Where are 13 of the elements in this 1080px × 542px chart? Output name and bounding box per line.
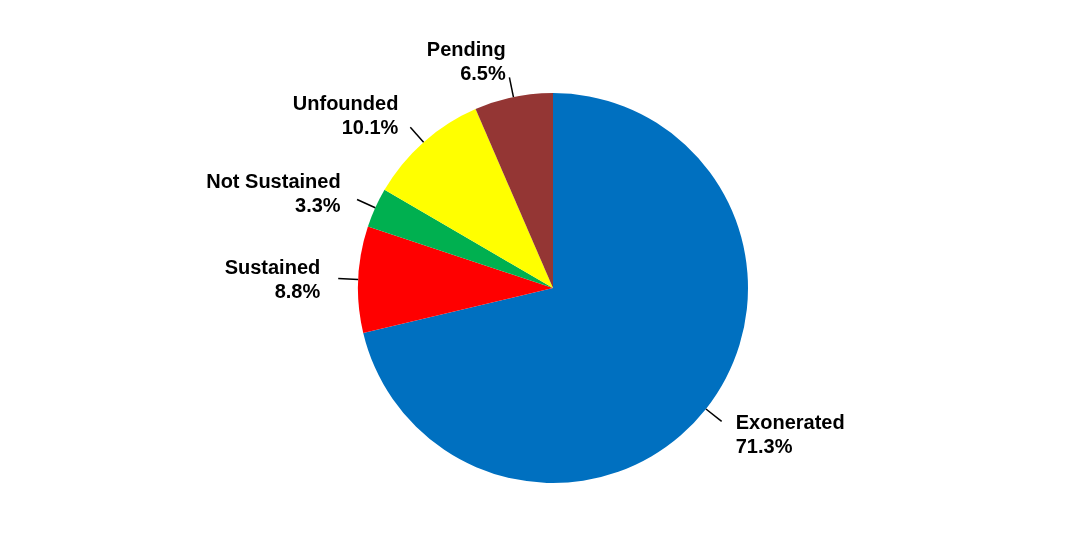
slice-label: Pending <box>426 37 506 60</box>
slice-label: Unfounded <box>292 91 399 114</box>
slice-label: Exonerated <box>735 410 845 433</box>
data-label: 10.1% <box>341 115 399 138</box>
slice-label: Sustained <box>224 255 321 278</box>
pie-slice <box>358 226 553 333</box>
slice-label: Not Sustained <box>206 170 341 193</box>
data-label: 71.3% <box>735 434 793 457</box>
pie-slice <box>475 93 553 288</box>
data-label: 8.8% <box>274 279 321 302</box>
data-label: 3.3% <box>295 194 341 217</box>
pie-slice <box>367 189 553 288</box>
data-label: 6.5% <box>460 61 506 84</box>
